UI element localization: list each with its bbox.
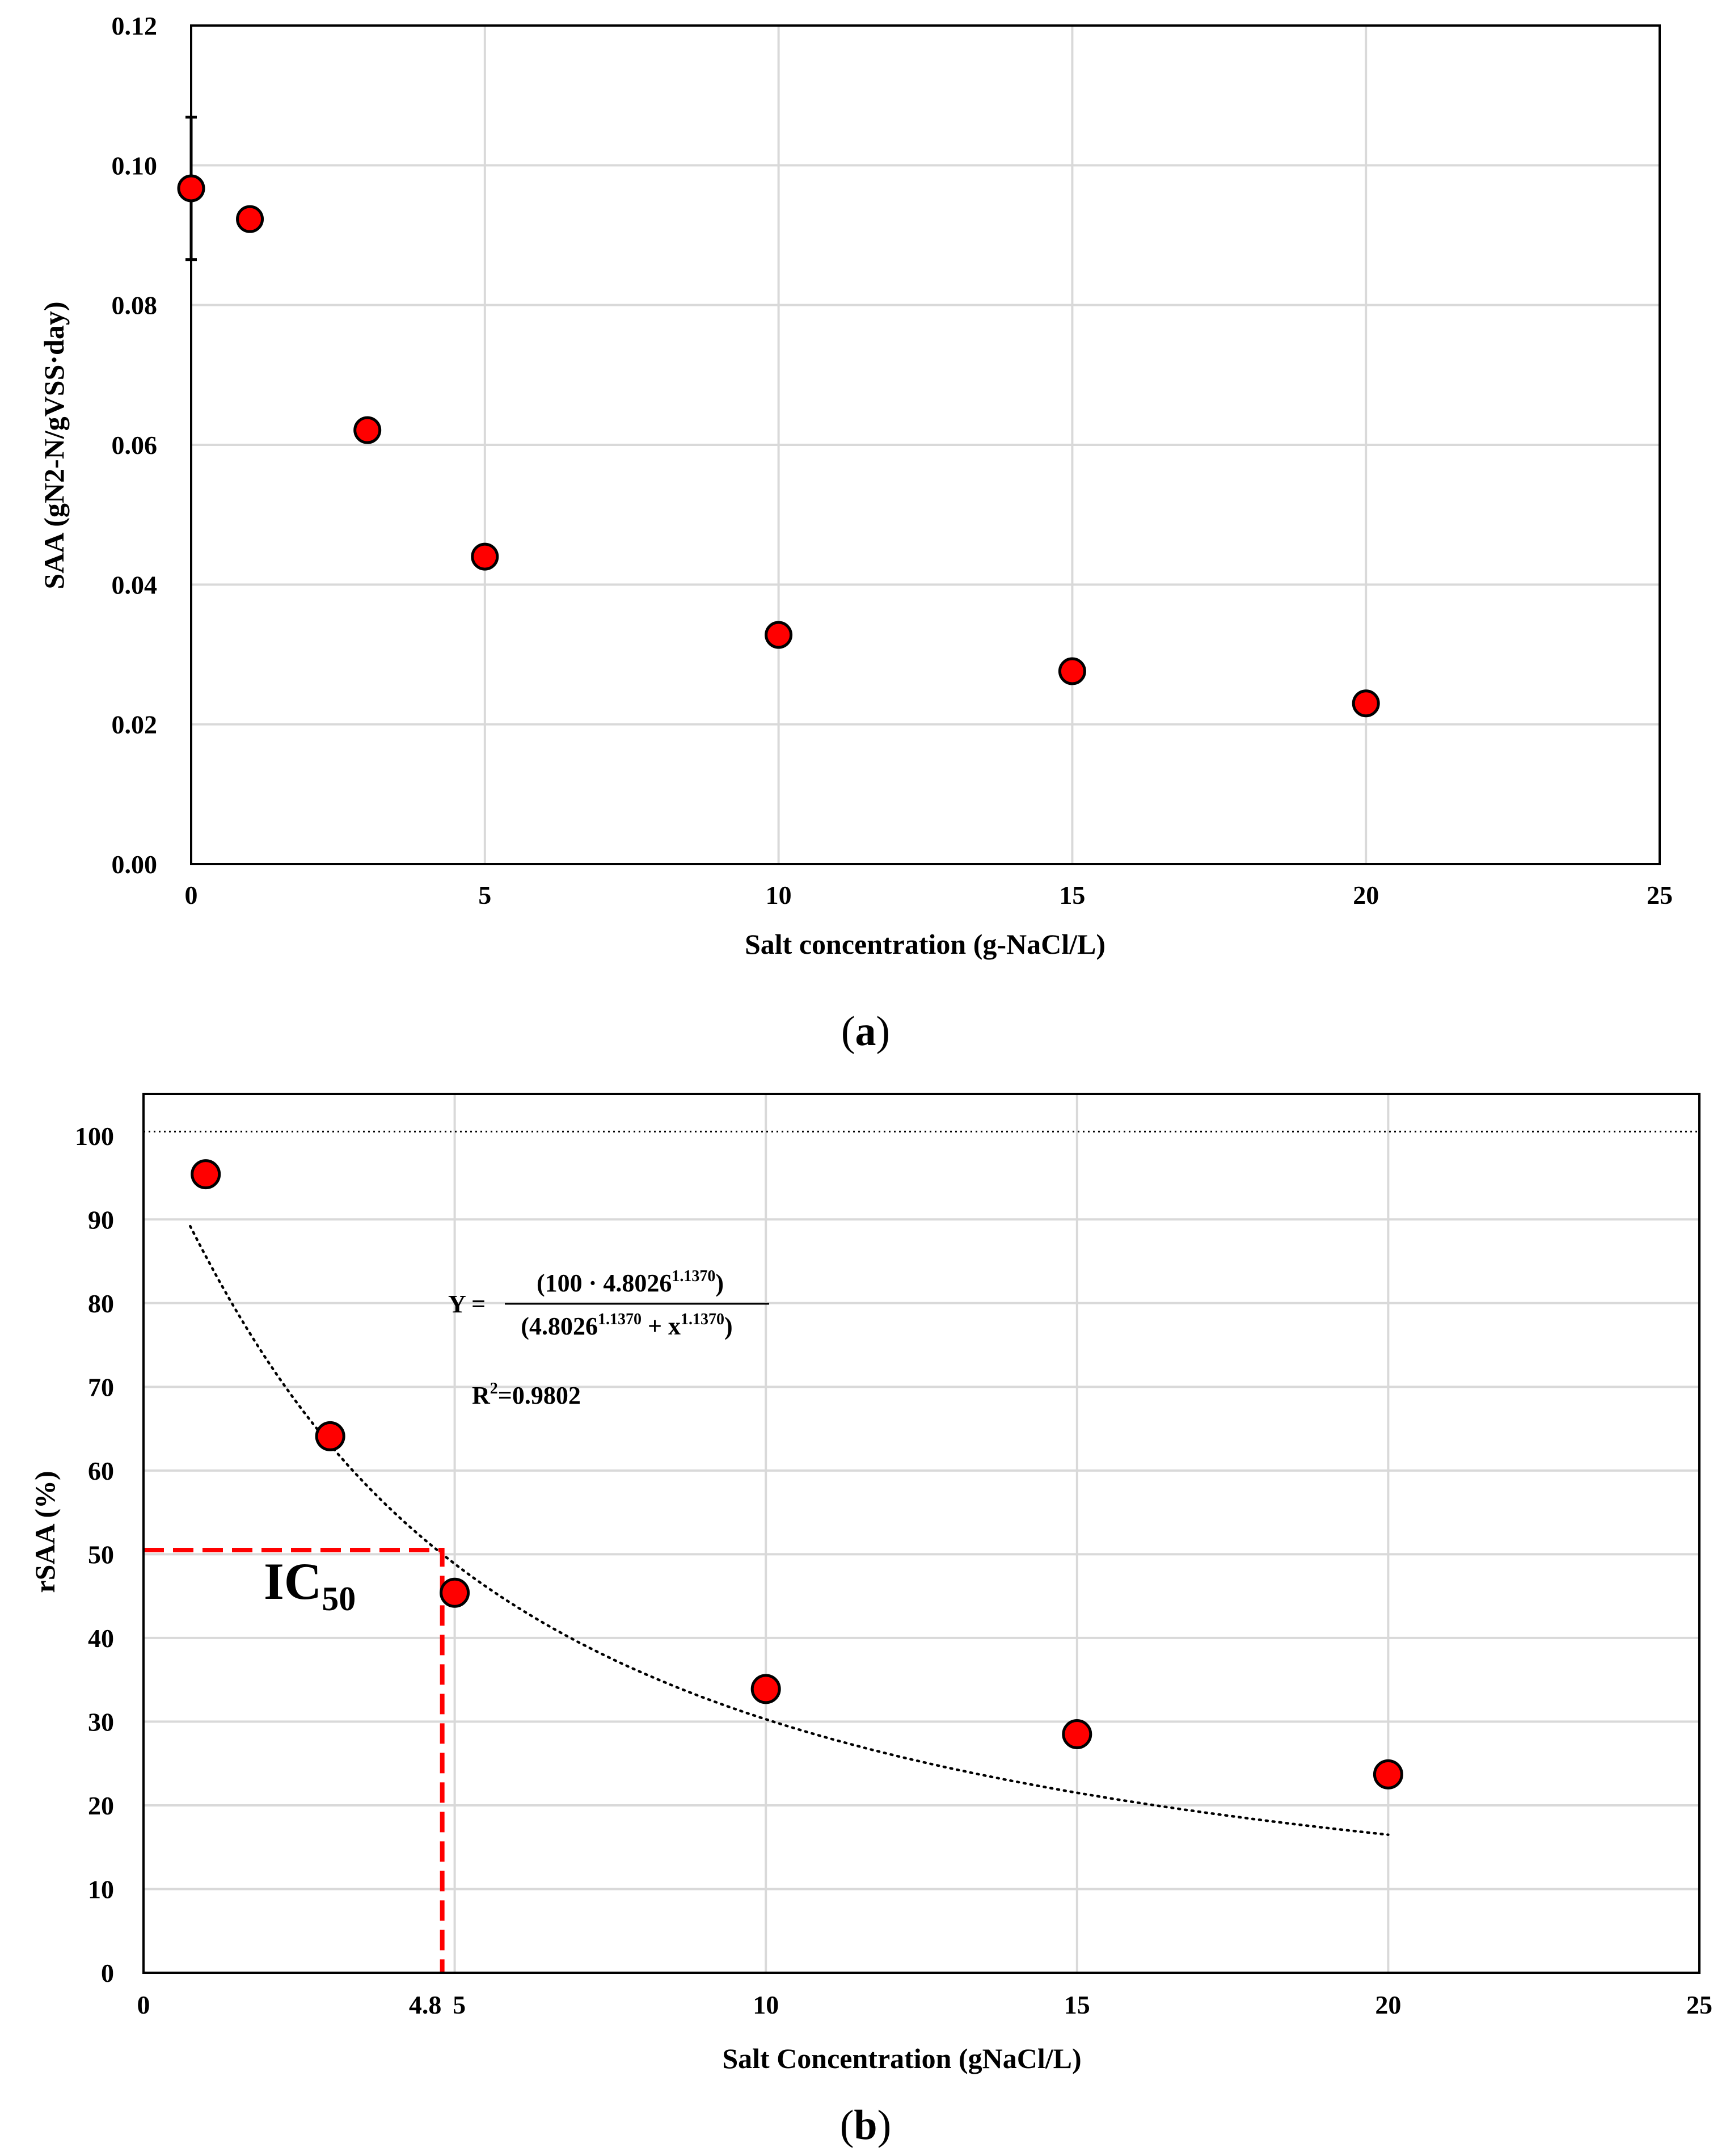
y-tick-label: 0.06: [112, 431, 158, 460]
y-tick-label: 10: [88, 1875, 114, 1904]
x-tick-label: 20: [1375, 1990, 1401, 2019]
panel-b-data-points: [191, 1159, 1403, 1789]
y-tick-label: 70: [88, 1372, 114, 1401]
y-tick-label: 20: [88, 1791, 114, 1820]
panel-a-data-points: [177, 174, 1380, 718]
panel-a-caption: (a): [841, 1008, 890, 1055]
x-tick-label: 25: [1647, 881, 1673, 909]
panel-a-y-tick-labels: 0.00 0.02 0.04 0.06 0.08 0.10 0.12: [112, 11, 158, 879]
y-tick-label: 90: [88, 1205, 114, 1234]
y-tick-label: 0.02: [112, 710, 158, 739]
ic50-label-main: IC: [264, 1552, 322, 1610]
x-tick-label: 10: [753, 1990, 779, 2019]
ic50-label-subscript: 50: [322, 1580, 356, 1618]
panel-a-y-axis-label: SAA (gN2-N/gVSS·day): [38, 301, 70, 589]
data-point: [353, 416, 382, 444]
panel-b-caption: (b): [840, 2102, 891, 2149]
panel-b-x-axis-label: Salt Concentration (gNaCl/L): [722, 2043, 1081, 2074]
fit-equation-denominator-b: + x: [642, 1312, 681, 1340]
y-tick-label: 0.10: [112, 151, 158, 180]
fit-equation-denominator-c: ): [724, 1312, 733, 1340]
y-tick-label: 60: [88, 1456, 114, 1485]
x-tick-label: 4.8: [409, 1990, 442, 2019]
y-tick-label: 30: [88, 1707, 114, 1736]
data-point: [1058, 657, 1086, 685]
panel-a-x-tick-labels: 0 5 10 15 20 25: [185, 881, 1673, 909]
panel-a-gridlines: [191, 26, 1660, 864]
r-squared-sup: 2: [490, 1380, 498, 1397]
fit-equation-numerator-b: ): [715, 1269, 724, 1297]
x-tick-label: 5: [478, 881, 491, 909]
panel-b-y-axis-label: rSAA (%): [29, 1471, 61, 1593]
data-point: [1352, 689, 1380, 718]
fit-equation-denominator-a: (4.8026: [521, 1312, 598, 1340]
data-point: [440, 1577, 470, 1608]
x-tick-label: 10: [766, 881, 792, 909]
fit-equation-denominator-exp1: 1.1370: [598, 1311, 642, 1328]
r-squared-label: R2=0.9802: [472, 1380, 581, 1409]
panel-b-y-tick-labels: 0 10 20 30 40 50 60 70 80 90 100: [75, 1122, 114, 1987]
data-point: [1373, 1759, 1403, 1789]
fit-equation-lhs: Y =: [448, 1290, 486, 1318]
fit-equation-numerator-a: (100 · 4.8026: [537, 1269, 672, 1297]
y-tick-label: 0.12: [112, 11, 158, 40]
panel-b-ic50-guide-lines: [144, 1548, 445, 1973]
fit-equation: Y = (100 · 4.80261.1370) (4.80261.1370 +…: [448, 1268, 769, 1409]
panel-b-plot-frame: [142, 1093, 1701, 1974]
panel-a-plot-frame: [190, 24, 1661, 865]
y-tick-label: 80: [88, 1289, 114, 1318]
y-tick-label: 100: [75, 1122, 114, 1151]
fit-equation-numerator-exp: 1.1370: [672, 1268, 715, 1285]
data-point: [315, 1421, 345, 1451]
x-tick-label: 20: [1353, 881, 1379, 909]
data-point: [177, 174, 205, 203]
data-point: [765, 621, 793, 649]
x-tick-label: 25: [1686, 1990, 1712, 2019]
data-point: [191, 1159, 221, 1190]
x-tick-label: 15: [1064, 1990, 1090, 2019]
fit-equation-denominator: (4.80261.1370 + x1.1370): [521, 1311, 732, 1340]
panel-a-x-axis-label: Salt concentration (g-NaCl/L): [745, 928, 1105, 960]
y-tick-label: 50: [88, 1540, 114, 1569]
x-tick-label: 15: [1059, 881, 1085, 909]
panel-b-fitted-curve: [189, 1224, 1390, 1836]
panel-b-caption-letter: b: [854, 2102, 877, 2149]
data-point: [236, 205, 264, 233]
panel-b-gridlines: [144, 1094, 1699, 1973]
panel-a-caption-letter: a: [855, 1008, 876, 1055]
x-tick-label: 5: [453, 1990, 466, 2019]
x-tick-label: 0: [137, 1990, 150, 2019]
fit-equation-numerator: (100 · 4.80261.1370): [537, 1268, 724, 1297]
x-tick-label: 0: [185, 881, 198, 909]
y-tick-label: 0.00: [112, 850, 158, 879]
panel-b-x-tick-labels: 0 4.8 5 10 15 20 25: [137, 1990, 1713, 2019]
r-squared-prefix: R: [472, 1382, 491, 1409]
y-tick-label: 40: [88, 1624, 114, 1653]
data-point: [750, 1674, 781, 1704]
y-tick-label: 0.04: [112, 570, 158, 599]
data-point: [1062, 1719, 1092, 1750]
r-squared-value: =0.9802: [498, 1382, 581, 1409]
fit-equation-denominator-exp2: 1.1370: [681, 1311, 724, 1328]
y-tick-label: 0: [101, 1959, 114, 1987]
data-point: [471, 542, 499, 571]
panel-a-chart: 0.000.020.040.060.080.100.12 0 5 10 15 20 25 …: [38, 11, 1673, 1055]
ic50-label: IC50: [264, 1552, 356, 1618]
y-tick-label: 0.08: [112, 291, 158, 320]
